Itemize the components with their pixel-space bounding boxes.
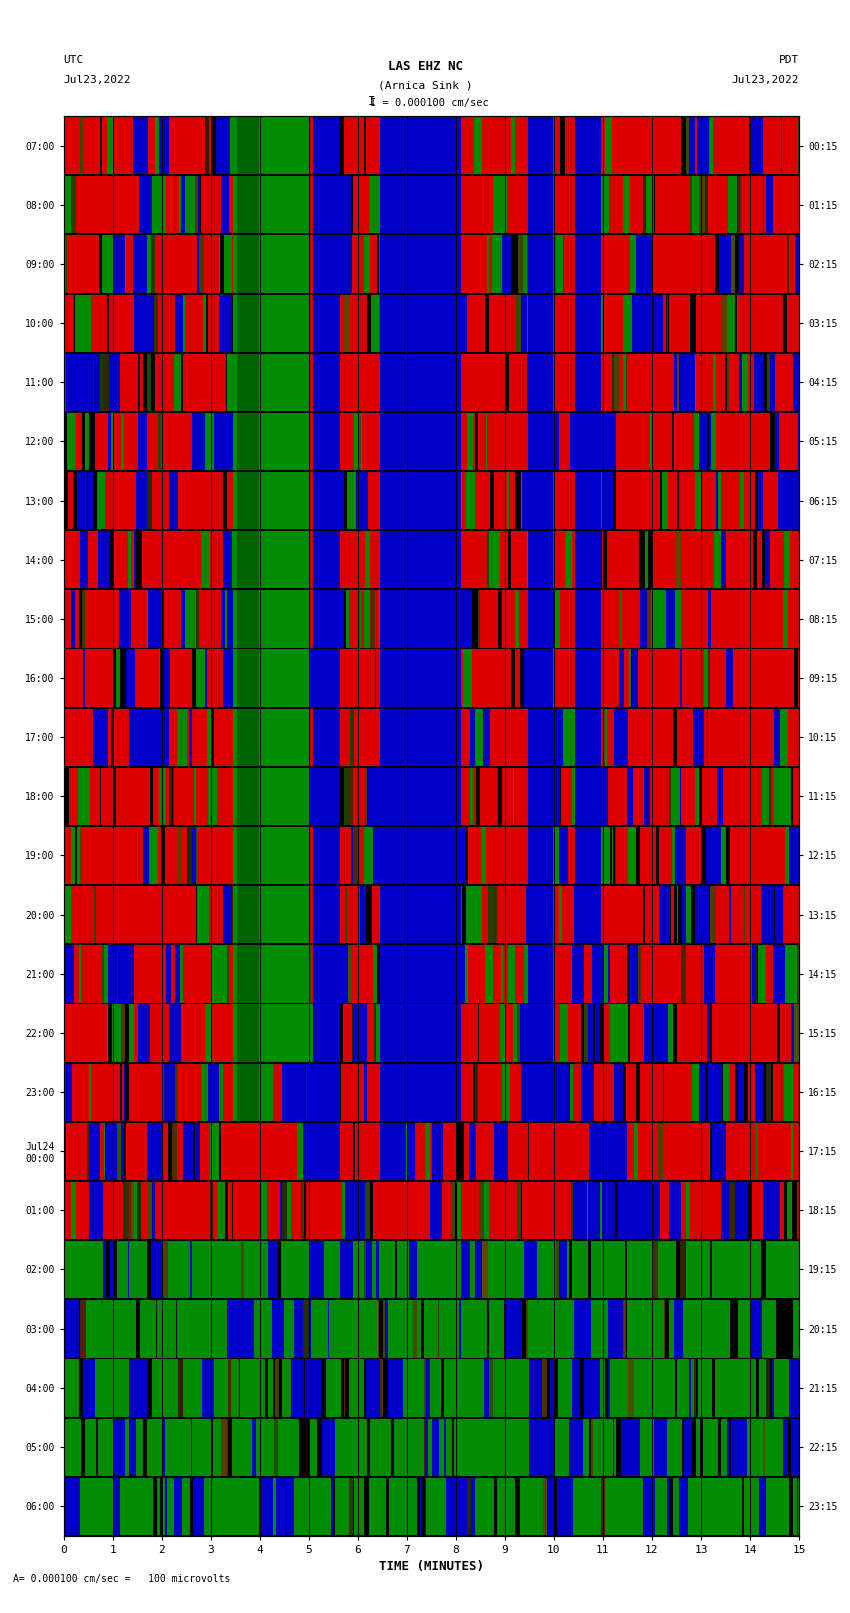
X-axis label: TIME (MINUTES): TIME (MINUTES) bbox=[379, 1560, 484, 1573]
Text: (Arnica Sink ): (Arnica Sink ) bbox=[377, 81, 473, 90]
Text: PDT: PDT bbox=[779, 55, 799, 65]
Text: Jul23,2022: Jul23,2022 bbox=[732, 76, 799, 85]
Text: I = 0.000100 cm/sec: I = 0.000100 cm/sec bbox=[370, 98, 489, 108]
Text: LAS EHZ NC: LAS EHZ NC bbox=[388, 60, 462, 73]
Text: A= 0.000100 cm/sec =   100 microvolts: A= 0.000100 cm/sec = 100 microvolts bbox=[13, 1574, 230, 1584]
Text: UTC: UTC bbox=[64, 55, 84, 65]
Text: Jul23,2022: Jul23,2022 bbox=[64, 76, 131, 85]
Text: I: I bbox=[368, 95, 376, 108]
